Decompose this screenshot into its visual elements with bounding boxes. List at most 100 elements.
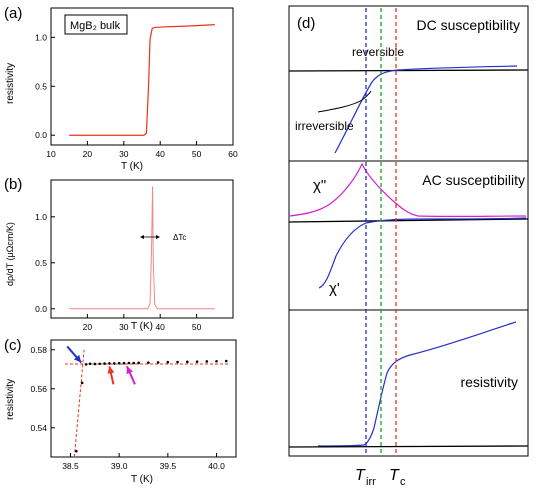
panel-a-frame (50, 7, 234, 146)
data-point (88, 362, 92, 366)
panel-c: (c) 38.5 39.0 39.5 40.0 0.54 0.56 0.58 resisti… (4, 337, 237, 485)
data-point (93, 362, 97, 366)
x-tick-label: 20 (83, 149, 93, 159)
x-tick-label: 40 (155, 322, 165, 332)
data-point (122, 361, 126, 365)
panel-d-ac-title: AC susceptibility (422, 172, 525, 188)
data-point (98, 362, 101, 366)
panel-d-rho-title: resistivity (460, 374, 518, 390)
panel-b-arrowhead-left (140, 235, 144, 239)
data-point (80, 381, 84, 385)
panel-d-dc-irreversible-curve (317, 90, 372, 113)
panel-c-ticks: 38.5 39.0 39.5 40.0 0.54 0.56 0.58 (30, 345, 225, 471)
x-tick-label: 50 (192, 322, 202, 332)
data-point (108, 362, 111, 365)
y-tick-label: 0.58 (30, 345, 47, 355)
data-point (117, 361, 121, 365)
panel-b: (b) 20 30 40 50 0.0 0.5 1.0 ΔTc dρ/dT (μΩcm/K)… (4, 176, 234, 332)
panel-d-label: (d) (297, 15, 315, 32)
panel-b-annotation: ΔTc (173, 233, 186, 242)
y-tick-label: 0.5 (35, 81, 47, 91)
panel-d-dc-baseline (288, 69, 529, 72)
y-tick-label: 0.56 (30, 384, 47, 394)
panel-c-points (75, 359, 228, 453)
x-tick-label: 30 (119, 322, 129, 332)
data-point (75, 449, 78, 453)
panel-d-chi2-label: χ" (313, 177, 326, 194)
data-point (166, 360, 170, 364)
panel-b-ticks: 20 30 40 50 0.0 0.5 1.0 (35, 212, 201, 332)
panel-c-xlabel: T (K) (131, 474, 153, 485)
x-tick-label: 40 (155, 149, 165, 159)
panel-d-tc-label: T (389, 467, 400, 484)
panel-d-ac-chi1-curve (318, 217, 527, 289)
y-tick-label: 0.0 (35, 130, 47, 140)
panel-a-ylabel: resistivity (5, 63, 16, 104)
x-tick-label: 30 (119, 149, 129, 159)
data-point (127, 361, 131, 365)
panel-d-chi1-label: χ' (329, 280, 340, 297)
x-tick-label: 20 (83, 322, 93, 332)
panel-a: (a) 10 20 30 40 50 60 0.0 0.5 1.0 MgB₂ bulk resi… (4, 5, 238, 172)
data-point (205, 360, 209, 363)
panel-b-frame (50, 179, 234, 319)
panel-d-tc-subscript: c (400, 476, 406, 488)
panel-b-ylabel: dρ/dT (μΩcm/K) (5, 222, 15, 286)
y-tick-label: 1.0 (35, 32, 47, 42)
panel-a-legend-text: MgB₂ bulk (70, 20, 121, 32)
panel-a-label: (a) (4, 5, 22, 22)
panel-d-frame (288, 5, 529, 457)
x-tick-label: 50 (192, 149, 202, 159)
panel-c-arrows (66, 345, 136, 385)
data-point (156, 361, 160, 364)
panel-b-arrowhead-right (156, 235, 160, 239)
data-point (147, 361, 150, 364)
y-tick-label: 1.0 (35, 212, 47, 222)
y-tick-label: 0.54 (30, 423, 47, 433)
data-point (84, 363, 88, 366)
data-point (137, 361, 140, 365)
panel-d-tirr-subscript: irr (366, 476, 376, 488)
data-point (132, 361, 136, 365)
x-tick-label: 60 (228, 149, 238, 159)
panel-b-xlabel: T (K) (131, 321, 153, 332)
x-tick-label: 10 (46, 149, 56, 159)
panel-d-ac-baseline (288, 218, 529, 223)
x-tick-label: 39.0 (111, 461, 128, 471)
panel-a-ticks: 10 20 30 40 50 60 0.0 0.5 1.0 (35, 32, 238, 159)
panel-d-ac-chi2-curve (289, 162, 527, 218)
panel-d-irreversible-label: irreversible (295, 119, 354, 133)
data-point (103, 362, 106, 365)
panel-c-ylabel: resistivity (5, 379, 16, 420)
arrow-head (126, 366, 133, 375)
panel-b-label: (b) (4, 176, 22, 193)
x-tick-label: 38.5 (62, 461, 79, 471)
panel-d: (d) DC susceptibility reversible irrever… (288, 5, 529, 488)
panel-d-resistivity-baseline (288, 445, 529, 448)
panel-d-resistivity-curve (317, 321, 517, 447)
panel-c-label: (c) (4, 337, 22, 354)
panel-d-dc-title: DC susceptibility (417, 17, 520, 33)
panel-a-resistivity-curve (69, 24, 215, 136)
data-point (195, 360, 199, 363)
arrow-head (73, 354, 82, 363)
panel-b-derivative-curve (69, 186, 215, 310)
panel-d-tirr-label: T (355, 467, 366, 484)
x-tick-label: 39.5 (160, 461, 177, 471)
arrow-head (107, 366, 115, 374)
data-point (186, 360, 189, 364)
data-point (176, 360, 179, 364)
panel-c-extrapolation-steep (73, 349, 85, 458)
data-point (112, 362, 116, 365)
panel-d-dc-reversible-curve (334, 65, 518, 154)
y-tick-label: 0.5 (35, 258, 47, 268)
panel-c-frame (50, 339, 237, 458)
data-point (224, 359, 228, 363)
data-point (215, 359, 218, 363)
x-tick-label: 40.0 (208, 461, 225, 471)
y-tick-label: 0.0 (35, 304, 47, 314)
panel-a-legend-box (64, 14, 128, 35)
panel-a-xlabel: T (K) (121, 161, 143, 172)
panel-d-reversible-label: reversible (352, 45, 404, 59)
